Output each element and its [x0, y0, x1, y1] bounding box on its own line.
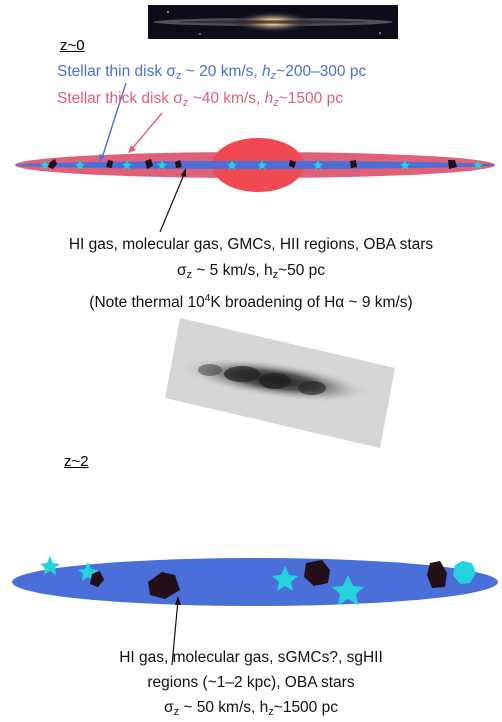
- thin-disk: [15, 161, 495, 169]
- z0-heading: z~0: [60, 37, 85, 54]
- z2-gas-clumps: [90, 560, 447, 599]
- z2-heading: z~2: [64, 453, 89, 470]
- oba-stars: [40, 160, 483, 170]
- gas-arrow-z0: [159, 171, 186, 233]
- gas-arrow-z2: [171, 599, 179, 666]
- z0-gas-line1: HI gas, molecular gas, GMCs, HII regions…: [68, 236, 434, 253]
- z2-thick-disk: [12, 558, 498, 606]
- z2-galaxy-image: [165, 318, 395, 448]
- z2-oba-stars: [40, 556, 476, 605]
- edge-on-galaxy-photo: [148, 5, 398, 39]
- z2-gas-line2: regions (~1–2 kpc), OBA stars: [147, 674, 355, 691]
- thick-disk-arrow: [130, 112, 163, 151]
- thick-disk-label: Stellar thick disk σz ~40 km/s, hz~1500 …: [57, 90, 343, 109]
- gas-clumps: [48, 159, 457, 169]
- z0-gas-line2: σz ~ 5 km/s, hz~50 pc: [176, 262, 326, 281]
- z0-gas-line3: (Note thermal 104K broadening of Hα ~ 9 …: [89, 293, 413, 311]
- thin-disk-label: Stellar thin disk σz ~ 20 km/s, hz~200–3…: [57, 63, 367, 82]
- z0-disk-diagram: [15, 138, 495, 192]
- z2-gas-line3: σz ~ 50 km/s, hz~1500 pc: [164, 699, 338, 718]
- z2-gas-line1: HI gas, molecular gas, sGMCs?, sgHII: [119, 649, 383, 666]
- thin-disk-arrow: [101, 82, 127, 159]
- z2-disk-diagram: [12, 556, 498, 666]
- z0-arrows: [99, 82, 186, 233]
